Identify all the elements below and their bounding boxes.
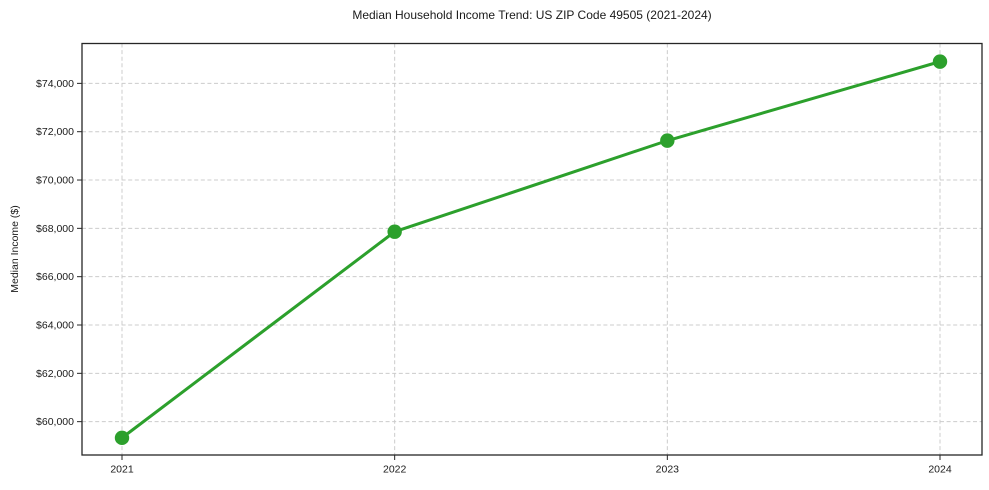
y-tick-label: $60,000 [36,416,74,428]
y-tick-label: $62,000 [36,368,74,380]
data-point [387,224,402,239]
y-tick-label: $66,000 [36,271,74,283]
x-tick-label: 2022 [383,464,407,476]
y-tick-label: $72,000 [36,126,74,138]
data-point [114,430,130,446]
y-tick-label: $74,000 [36,78,74,90]
chart-title: Median Household Income Trend: US ZIP Co… [352,8,712,22]
y-tick-label: $68,000 [36,223,74,235]
y-tick-label: $70,000 [36,175,74,187]
data-point [660,133,675,148]
x-tick-label: 2023 [656,464,680,476]
y-tick-label: $64,000 [36,320,74,332]
trend-line [120,60,942,440]
x-tick-label: 2021 [110,464,134,476]
data-point [932,54,948,69]
plot-border [81,42,983,456]
x-tick-label: 2024 [928,464,952,476]
